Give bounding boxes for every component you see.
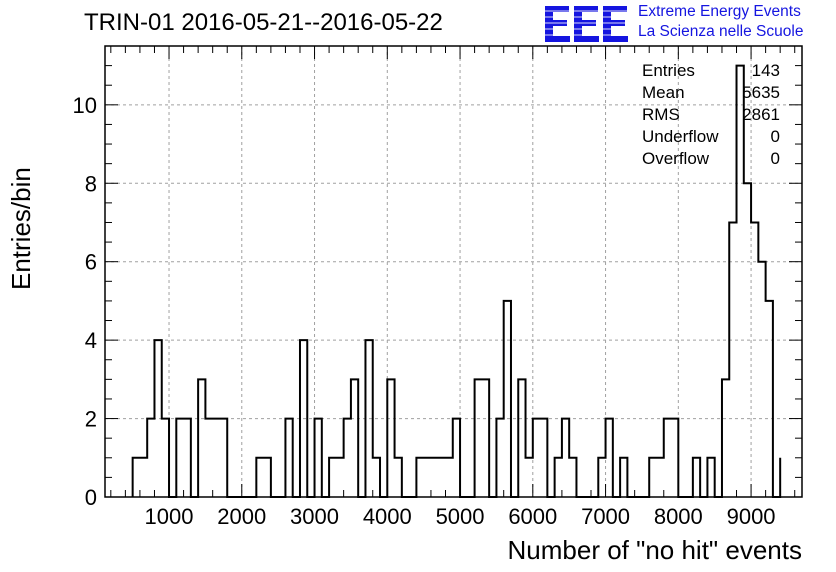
histogram-bin bbox=[365, 340, 372, 497]
stat-row-underflow: Underflow 0 bbox=[642, 126, 780, 148]
stat-row-mean: Mean 5635 bbox=[642, 82, 780, 104]
histogram-bin bbox=[453, 419, 460, 497]
histogram-bin bbox=[147, 419, 154, 497]
stat-label: Overflow bbox=[642, 149, 710, 168]
histogram-bin bbox=[154, 340, 161, 497]
y-tick-label: 4 bbox=[85, 328, 97, 353]
histogram-bin bbox=[344, 419, 351, 497]
histogram-bin bbox=[496, 419, 503, 497]
histogram-bin bbox=[664, 419, 679, 497]
histogram-bin bbox=[198, 379, 205, 497]
histogram-bin bbox=[256, 458, 271, 497]
stat-label: Mean bbox=[642, 83, 685, 102]
histogram-bin bbox=[744, 183, 751, 497]
eee-logo bbox=[543, 6, 631, 42]
histogram-bin bbox=[707, 458, 714, 497]
y-axis-label: Entries/bin bbox=[6, 167, 36, 290]
histogram-bin bbox=[598, 458, 605, 497]
histogram-bin bbox=[176, 419, 191, 497]
histogram-bin bbox=[518, 379, 525, 497]
plot-frame bbox=[104, 45, 803, 498]
histogram-bin bbox=[729, 222, 736, 497]
histogram-bin bbox=[162, 419, 169, 497]
stat-value: 5635 bbox=[742, 83, 780, 102]
x-tick-label: 3000 bbox=[290, 504, 339, 529]
histogram-bin bbox=[526, 458, 533, 497]
y-tick-label: 2 bbox=[85, 407, 97, 432]
x-axis-label: Number of "no hit" events bbox=[507, 535, 803, 565]
logo-line-1: Extreme Energy Events bbox=[638, 3, 801, 20]
stat-value: 143 bbox=[751, 61, 780, 80]
stat-value: 2861 bbox=[742, 105, 780, 124]
stats-box: Entries 143 Mean 5635 RMS 2861 Underflow… bbox=[642, 60, 780, 170]
histogram-bin bbox=[751, 222, 758, 497]
histogram-bin bbox=[315, 419, 322, 497]
histogram-bin bbox=[285, 419, 292, 497]
histogram-bin bbox=[395, 458, 402, 497]
histogram-bin bbox=[373, 458, 380, 497]
stat-row-entries: Entries 143 bbox=[642, 60, 780, 82]
histogram-bin bbox=[300, 340, 307, 497]
y-tick-label: 0 bbox=[85, 485, 97, 510]
stat-value: 0 bbox=[770, 127, 780, 146]
histogram-bin bbox=[416, 458, 452, 497]
stat-label: Underflow bbox=[642, 127, 719, 146]
logo-line-2: La Scienza nelle Scuole bbox=[638, 23, 804, 40]
x-tick-label: 2000 bbox=[217, 504, 266, 529]
histogram-bin bbox=[569, 458, 576, 497]
histogram-bin bbox=[722, 379, 729, 497]
histogram-bin bbox=[329, 458, 344, 497]
stat-row-overflow: Overflow 0 bbox=[642, 148, 780, 170]
histogram-bin bbox=[351, 379, 358, 497]
eee-logo-text: Extreme Energy Events La Scienza nelle S… bbox=[638, 2, 803, 42]
x-tick-label: 4000 bbox=[363, 504, 412, 529]
stat-value: 0 bbox=[770, 149, 780, 168]
histogram-bin bbox=[606, 419, 613, 497]
eee-logo-letters bbox=[545, 6, 628, 42]
x-tick-label: 7000 bbox=[581, 504, 630, 529]
histogram-bin bbox=[387, 379, 394, 497]
histogram-bin bbox=[649, 458, 656, 497]
histogram-bin bbox=[620, 458, 627, 497]
histogram-bin bbox=[533, 419, 548, 497]
histogram-bin bbox=[562, 419, 569, 497]
histogram-bin bbox=[693, 458, 700, 497]
x-tick-label: 9000 bbox=[727, 504, 776, 529]
stat-label: Entries bbox=[642, 61, 695, 80]
y-tick-label: 6 bbox=[85, 250, 97, 275]
histogram-bin bbox=[555, 458, 562, 497]
x-tick-label: 5000 bbox=[436, 504, 485, 529]
histogram-bin bbox=[504, 301, 511, 497]
histogram-bin bbox=[766, 301, 773, 497]
stat-row-rms: RMS 2861 bbox=[642, 104, 780, 126]
x-tick-label: 1000 bbox=[145, 504, 194, 529]
chart-title: TRIN-01 2016-05-21--2016-05-22 bbox=[84, 9, 443, 36]
y-tick-label: 8 bbox=[85, 171, 97, 196]
stat-label: RMS bbox=[642, 105, 680, 124]
histogram-bin bbox=[475, 379, 490, 497]
y-tick-label: 10 bbox=[73, 93, 97, 118]
x-tick-label: 8000 bbox=[654, 504, 703, 529]
histogram-bin bbox=[656, 458, 663, 497]
histogram-bin bbox=[758, 262, 765, 497]
x-tick-label: 6000 bbox=[508, 504, 557, 529]
histogram-bin bbox=[205, 419, 227, 497]
